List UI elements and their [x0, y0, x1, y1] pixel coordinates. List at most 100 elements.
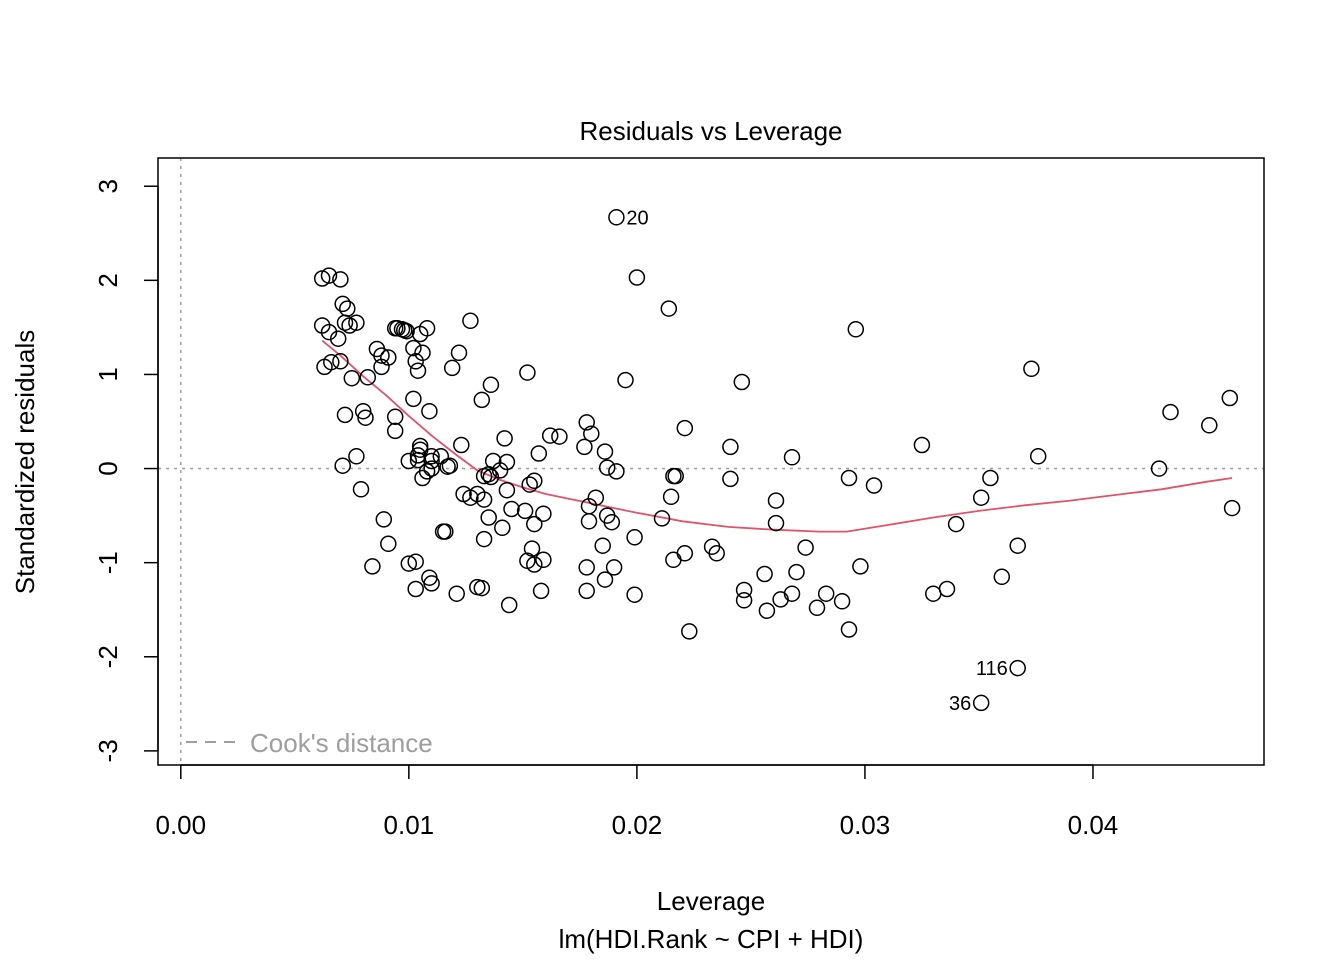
data-point [535, 505, 552, 522]
data-point [503, 500, 520, 518]
data-point [1009, 537, 1026, 554]
data-point [400, 452, 418, 470]
y-axis: -3 -2 -1 0 1 2 3 [93, 179, 159, 762]
data-point [578, 559, 595, 576]
data-point [925, 585, 942, 602]
data-point [332, 271, 349, 288]
data-point [653, 510, 671, 527]
data-point [421, 402, 438, 420]
data-point [405, 339, 422, 357]
data-point [783, 449, 801, 466]
data-point [423, 460, 440, 477]
data-point [598, 459, 616, 476]
data-point [708, 545, 725, 562]
y-tick-label: 1 [93, 367, 123, 381]
data-point [596, 571, 614, 588]
data-point [386, 422, 404, 440]
data-point [500, 596, 518, 614]
data-point [343, 369, 361, 387]
y-tick-label: -2 [93, 645, 123, 668]
data-point [551, 428, 568, 445]
x-tick-label: 0.03 [840, 810, 891, 840]
data-point [808, 599, 826, 617]
y-tick-label: -1 [93, 551, 123, 574]
data-point [541, 427, 559, 444]
x-axis-label: Leverage [657, 886, 765, 916]
data-point [756, 565, 773, 583]
data-point [359, 369, 377, 386]
y-tick-label: -3 [93, 739, 123, 762]
data-point [354, 402, 372, 420]
data-point [409, 362, 427, 379]
point-label-116: 116 [976, 658, 1008, 680]
data-point [767, 514, 785, 532]
data-point [423, 452, 440, 470]
data-point [583, 425, 600, 442]
data-point [409, 447, 427, 464]
data-point [437, 523, 454, 540]
data-point [817, 585, 835, 602]
data-point [578, 582, 595, 600]
data-point [323, 353, 340, 371]
data-point [329, 330, 347, 347]
data-point [339, 300, 356, 317]
data-point [494, 519, 511, 537]
data-point [373, 347, 390, 364]
data-point [423, 448, 440, 465]
data-point [439, 458, 456, 475]
data-point [594, 537, 611, 554]
data-point [526, 472, 543, 490]
data-point [665, 551, 682, 569]
x-tick-label: 0.00 [155, 810, 206, 840]
data-point [453, 436, 470, 454]
data-point [758, 602, 776, 619]
data-point [432, 448, 450, 465]
points-group [313, 209, 1241, 712]
data-point [722, 438, 739, 456]
data-point [498, 453, 516, 471]
data-point [526, 556, 543, 573]
data-point [626, 586, 643, 603]
data-point [475, 530, 493, 548]
data-point [993, 568, 1011, 586]
data-point [1201, 417, 1218, 434]
data-point [1029, 448, 1047, 465]
data-point [332, 353, 349, 370]
data-point [608, 463, 625, 480]
data-point [521, 476, 538, 493]
chart-subtitle: lm(HDI.Rank ~ CPI + HDI) [559, 924, 864, 954]
legend: Cook's distance [186, 728, 433, 758]
x-axis: 0.00 0.01 0.02 0.03 0.04 [155, 764, 1119, 840]
data-point [407, 353, 424, 370]
data-point [530, 445, 548, 462]
x-tick-label: 0.04 [1068, 810, 1119, 840]
data-point [576, 438, 593, 456]
data-point [526, 515, 543, 533]
data-point [336, 314, 354, 331]
data-point [336, 406, 354, 424]
smooth-line-group [321, 339, 1233, 533]
data-point [405, 390, 422, 408]
data-point [767, 492, 785, 509]
data-point [1009, 659, 1026, 677]
data-point [320, 267, 338, 284]
data-point [498, 481, 516, 499]
data-point [788, 563, 805, 581]
x-tick-label: 0.02 [612, 810, 663, 840]
data-point [972, 694, 990, 712]
data-point [523, 540, 541, 557]
point-label-20: 20 [626, 207, 648, 229]
data-point [603, 513, 621, 531]
y-tick-label: 0 [93, 461, 123, 475]
data-point [407, 553, 424, 570]
data-point [947, 515, 965, 533]
data-point [626, 529, 643, 546]
data-point [1221, 389, 1239, 407]
data-point [735, 592, 753, 609]
data-point [373, 358, 390, 376]
data-point [1223, 499, 1241, 517]
data-point [681, 623, 698, 640]
data-point [400, 555, 418, 572]
data-point [608, 209, 625, 226]
